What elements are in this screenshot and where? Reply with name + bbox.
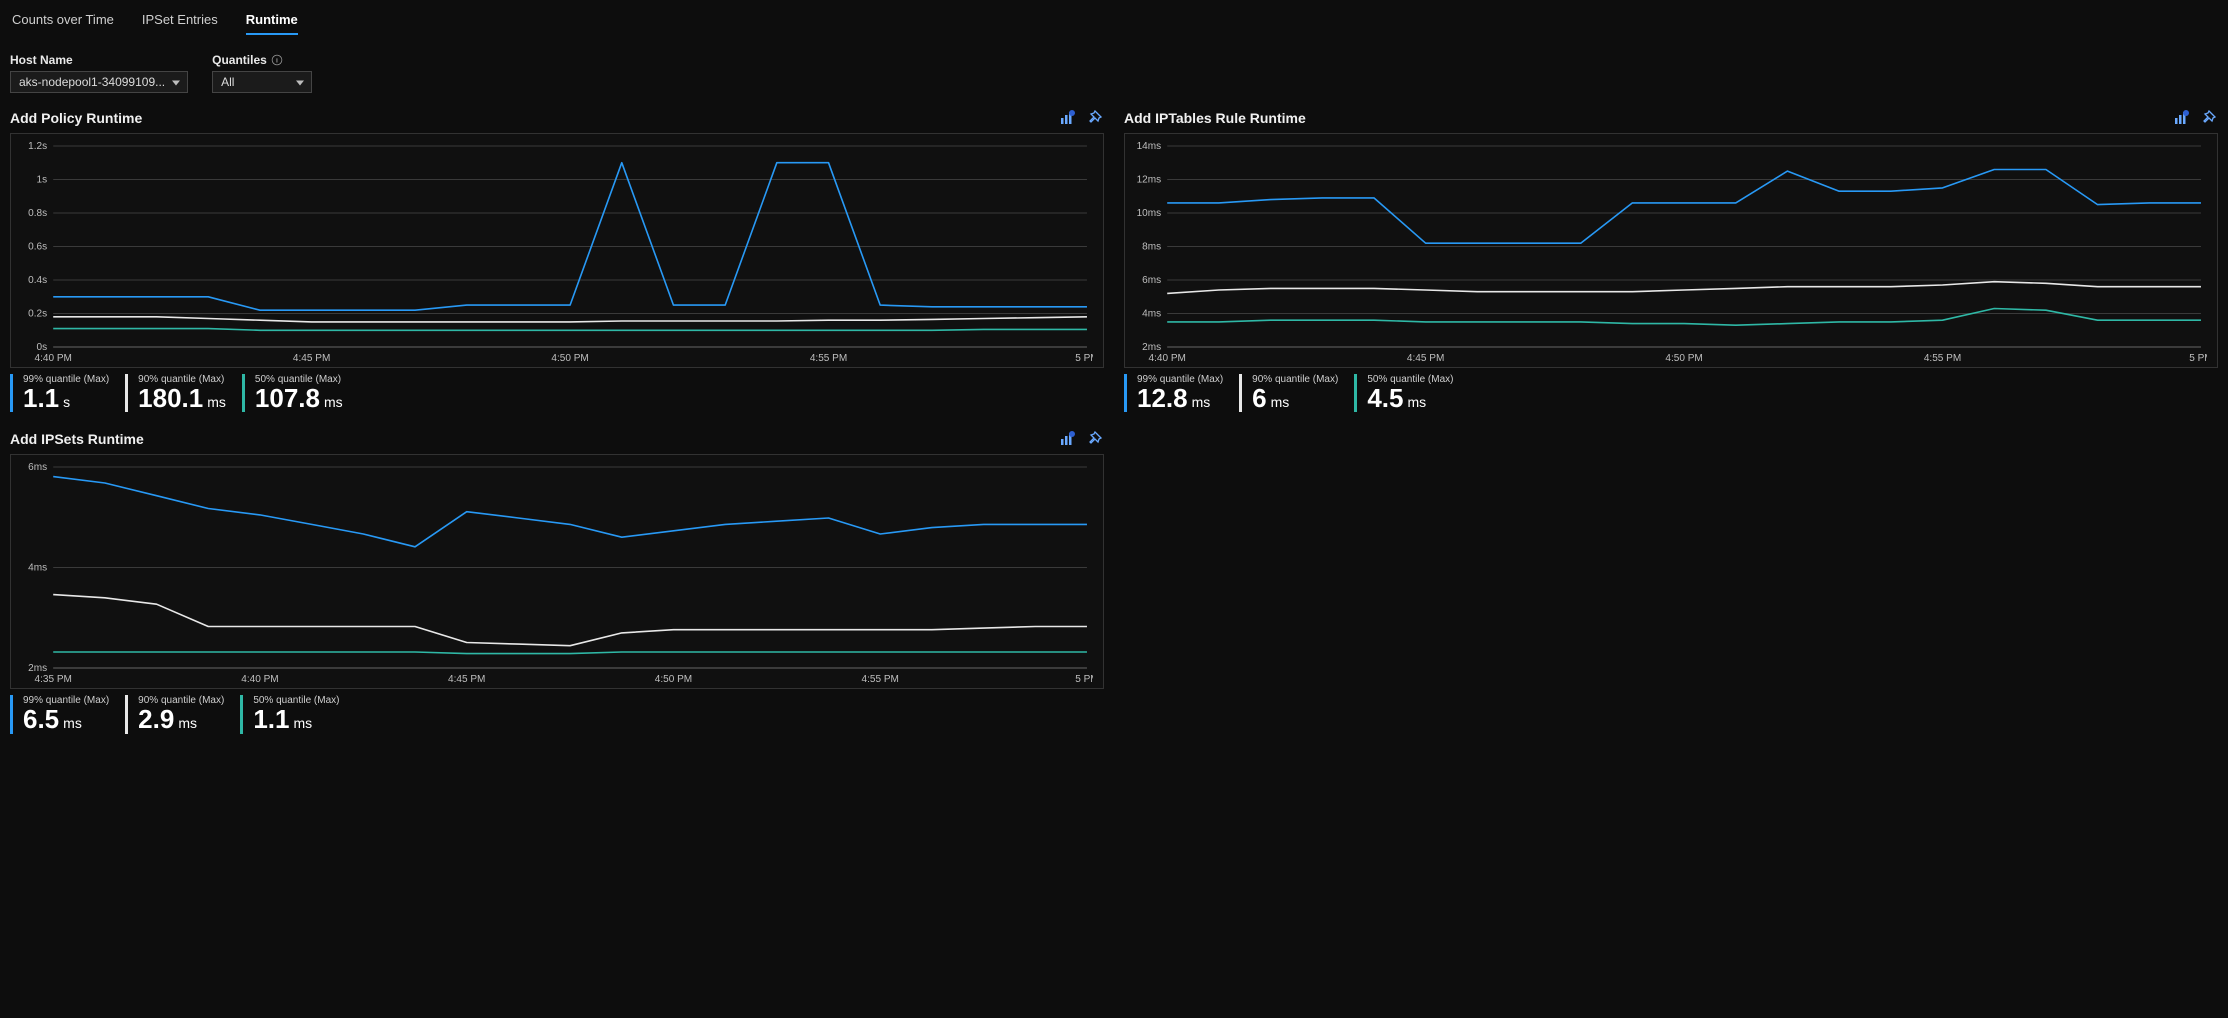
svg-text:4:45 PM: 4:45 PM (1407, 353, 1444, 364)
stat-value: 1.1 (253, 706, 289, 733)
stat-q99[interactable]: 99% quantile (Max) 6.5ms (10, 695, 119, 733)
svg-text:4:50 PM: 4:50 PM (551, 353, 588, 364)
tab-ipset-entries[interactable]: IPSet Entries (142, 8, 218, 35)
svg-text:4:55 PM: 4:55 PM (862, 674, 899, 685)
svg-text:4:50 PM: 4:50 PM (655, 674, 692, 685)
stat-value: 180.1 (138, 385, 203, 412)
legend-row: 99% quantile (Max) 1.1s 90% quantile (Ma… (10, 374, 1104, 412)
metrics-icon[interactable] (1058, 430, 1076, 448)
hostname-select[interactable]: aks-nodepool1-34099109... (10, 71, 188, 93)
svg-text:4:55 PM: 4:55 PM (1924, 353, 1961, 364)
dashboard-grid: Add Policy Runtime 0s 0.2s 0.4s 0.6s 0.8s 1s 1… (10, 109, 2218, 734)
svg-text:4:40 PM: 4:40 PM (241, 674, 278, 685)
filter-hostname-label: Host Name (10, 53, 188, 67)
stat-unit: ms (293, 716, 312, 731)
stat-q99[interactable]: 99% quantile (Max) 12.8ms (1124, 374, 1233, 412)
stat-q50[interactable]: 50% quantile (Max) 4.5ms (1354, 374, 1463, 412)
hostname-select-value: aks-nodepool1-34099109... (19, 75, 165, 89)
svg-text:4ms: 4ms (28, 563, 47, 574)
panel-iptables-runtime: Add IPTables Rule Runtime 2ms4ms6ms8ms10… (1124, 109, 2218, 412)
tab-bar: Counts over Time IPSet Entries Runtime (10, 8, 2218, 35)
stat-q99[interactable]: 99% quantile (Max) 1.1s (10, 374, 119, 412)
info-icon[interactable]: i (271, 54, 283, 66)
stat-q90[interactable]: 90% quantile (Max) 6ms (1239, 374, 1348, 412)
stat-value: 1.1 (23, 385, 59, 412)
stat-unit: s (63, 395, 70, 410)
quantiles-select-value: All (221, 75, 234, 89)
filter-row: Host Name aks-nodepool1-34099109... Quan… (10, 53, 2218, 93)
stat-q90[interactable]: 90% quantile (Max) 180.1ms (125, 374, 236, 412)
svg-text:0.2s: 0.2s (28, 309, 47, 320)
svg-text:5 PM: 5 PM (2189, 353, 2207, 364)
svg-text:6ms: 6ms (28, 462, 47, 473)
svg-text:1.2s: 1.2s (28, 141, 47, 152)
chart-svg: 0s 0.2s 0.4s 0.6s 0.8s 1s 1.2s 4:40 PM 4:45 PM 4:… (17, 140, 1093, 365)
svg-text:1s: 1s (37, 175, 48, 186)
quantiles-select[interactable]: All (212, 71, 312, 93)
svg-text:5 PM: 5 PM (1075, 674, 1093, 685)
chart-box: 2ms 4ms 6ms 4:35 PM 4:40 PM 4:45 PM 4:50 PM 4:5… (10, 454, 1104, 689)
svg-text:4:35 PM: 4:35 PM (34, 674, 71, 685)
svg-text:4:40 PM: 4:40 PM (1148, 353, 1185, 364)
panel-title: Add IPSets Runtime (10, 431, 144, 447)
chart-svg: 2ms 4ms 6ms 4:35 PM 4:40 PM 4:45 PM 4:50 PM 4:5… (17, 461, 1093, 686)
stat-unit: ms (1407, 395, 1426, 410)
stat-q50[interactable]: 50% quantile (Max) 107.8ms (242, 374, 353, 412)
svg-text:4:45 PM: 4:45 PM (448, 674, 485, 685)
filter-hostname: Host Name aks-nodepool1-34099109... (10, 53, 188, 93)
svg-text:2ms: 2ms (1142, 342, 1161, 353)
stat-unit: ms (1271, 395, 1290, 410)
svg-text:8ms: 8ms (1142, 242, 1161, 253)
svg-text:4:50 PM: 4:50 PM (1665, 353, 1702, 364)
chart-svg: 2ms 4ms 6ms 8ms 10ms 12ms 14ms 4:40 PM 4:45 PM 4:… (1131, 140, 2207, 365)
panel-title: Add Policy Runtime (10, 110, 142, 126)
svg-text:14ms: 14ms (1137, 141, 1162, 152)
stat-q50[interactable]: 50% quantile (Max) 1.1ms (240, 695, 349, 733)
metrics-icon[interactable] (2172, 109, 2190, 127)
stat-unit: ms (178, 716, 197, 731)
stat-value: 2.9 (138, 706, 174, 733)
pin-icon[interactable] (1086, 109, 1104, 127)
legend-row: 99% quantile (Max) 12.8ms 90% quantile (… (1124, 374, 2218, 412)
svg-text:4ms: 4ms (1142, 309, 1161, 320)
filter-quantiles: Quantiles i All (212, 53, 312, 93)
stat-unit: ms (63, 716, 82, 731)
svg-text:i: i (276, 57, 278, 64)
tab-counts-over-time[interactable]: Counts over Time (12, 8, 114, 35)
stat-unit: ms (207, 395, 226, 410)
pin-icon[interactable] (1086, 430, 1104, 448)
pin-icon[interactable] (2200, 109, 2218, 127)
svg-text:0.8s: 0.8s (28, 208, 47, 219)
stat-value: 6.5 (23, 706, 59, 733)
stat-unit: ms (1192, 395, 1211, 410)
svg-text:4:45 PM: 4:45 PM (293, 353, 330, 364)
stat-value: 107.8 (255, 385, 320, 412)
panel-policy-runtime: Add Policy Runtime 0s 0.2s 0.4s 0.6s 0.8s 1s 1… (10, 109, 1104, 412)
svg-text:0.4s: 0.4s (28, 275, 47, 286)
stat-value: 12.8 (1137, 385, 1188, 412)
chart-box: 2ms 4ms 6ms 8ms 10ms 12ms 14ms 4:40 PM 4:45 PM 4:… (1124, 133, 2218, 368)
tab-runtime[interactable]: Runtime (246, 8, 298, 35)
panel-title: Add IPTables Rule Runtime (1124, 110, 1306, 126)
chart-box: 0s 0.2s 0.4s 0.6s 0.8s 1s 1.2s 4:40 PM 4:45 PM 4:… (10, 133, 1104, 368)
stat-unit: ms (324, 395, 343, 410)
svg-text:2ms: 2ms (28, 663, 47, 674)
metrics-icon[interactable] (1058, 109, 1076, 127)
filter-quantiles-label: Quantiles i (212, 53, 312, 67)
stat-q90[interactable]: 90% quantile (Max) 2.9ms (125, 695, 234, 733)
legend-row: 99% quantile (Max) 6.5ms 90% quantile (M… (10, 695, 1104, 733)
panel-ipsets-runtime: Add IPSets Runtime 2ms 4ms 6ms 4:35 PM 4:40 … (10, 430, 1104, 733)
svg-text:6ms: 6ms (1142, 275, 1161, 286)
svg-text:4:55 PM: 4:55 PM (810, 353, 847, 364)
svg-text:10ms: 10ms (1137, 208, 1162, 219)
svg-text:5 PM: 5 PM (1075, 353, 1093, 364)
svg-text:4:40 PM: 4:40 PM (34, 353, 71, 364)
svg-text:12ms: 12ms (1137, 175, 1162, 186)
svg-text:0.6s: 0.6s (28, 242, 47, 253)
stat-value: 6 (1252, 385, 1266, 412)
svg-text:0s: 0s (37, 342, 48, 353)
quantiles-label-text: Quantiles (212, 53, 267, 67)
stat-value: 4.5 (1367, 385, 1403, 412)
